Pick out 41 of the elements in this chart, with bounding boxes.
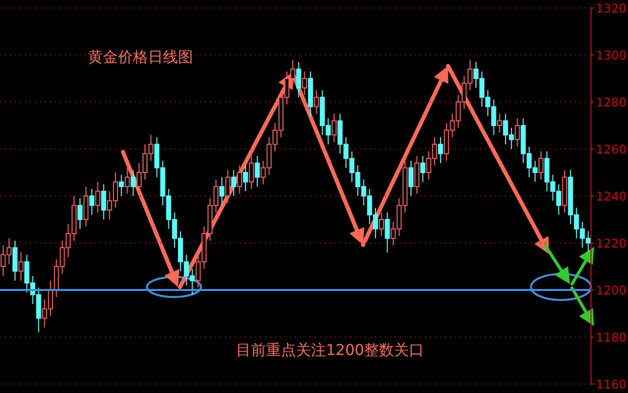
y-tick-label: 1320 (596, 1, 627, 16)
candlestick (332, 113, 337, 142)
candlestick (497, 113, 502, 134)
candlestick (78, 198, 83, 230)
candlestick (237, 164, 242, 194)
candlestick (219, 176, 224, 206)
candlestick (420, 156, 426, 182)
candlestick (302, 70, 308, 96)
y-tick-label: 1180 (596, 330, 627, 344)
candlestick (314, 90, 319, 114)
y-tick-label: 1240 (596, 189, 627, 204)
candlestick (514, 118, 520, 148)
y-tick-label: 1160 (596, 377, 627, 392)
candlestick (83, 186, 88, 228)
candlestick (225, 170, 230, 204)
y-tick-label: 1200 (596, 283, 627, 298)
candlestick (18, 252, 24, 282)
candlestick (296, 62, 302, 98)
y-tick-label: 1280 (596, 95, 627, 110)
candlestick (408, 160, 414, 196)
candlestick (378, 212, 384, 236)
candlestick (95, 181, 100, 213)
annotation: 目前重点关注1200整数关口 (236, 341, 424, 360)
candlestick (538, 150, 544, 180)
candlestick (248, 156, 254, 190)
candlestick (384, 212, 390, 253)
candlestick (118, 174, 124, 196)
candlestick (242, 164, 248, 192)
candlestick (12, 240, 18, 282)
candlestick (101, 184, 106, 220)
candlestick (438, 136, 444, 164)
candlestick (124, 167, 130, 194)
y-tick-label: 1260 (596, 142, 627, 156)
candlestick (130, 170, 136, 196)
candlestick (89, 188, 94, 216)
annotation: 黄金价格日线图 (88, 48, 193, 67)
candlestick (254, 156, 260, 188)
candlestick (231, 170, 236, 196)
y-tick-label: 1220 (596, 236, 627, 250)
candlestick (414, 156, 420, 194)
y-tick-label: 1300 (596, 48, 627, 62)
